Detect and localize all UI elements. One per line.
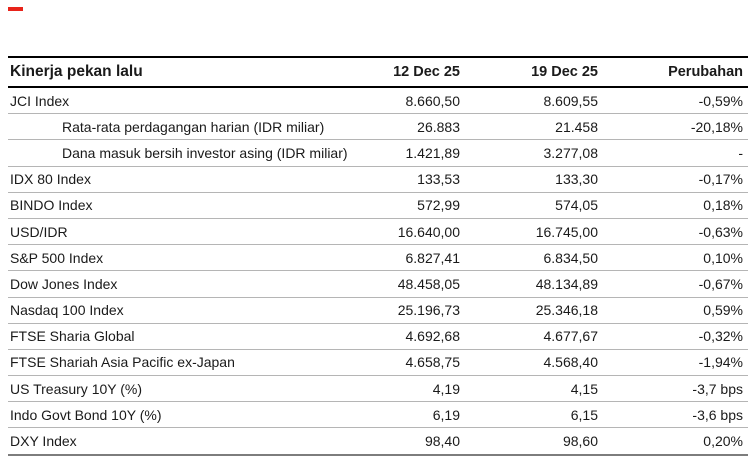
table-row: Dana masuk bersih investor asing (IDR mi… bbox=[8, 139, 748, 167]
table-row: DXY Index 98,40 98,60 0,20% bbox=[8, 427, 748, 456]
table-row: US Treasury 10Y (%) 4,19 4,15 -3,7 bps bbox=[8, 375, 748, 403]
row-value: 6.834,50 bbox=[460, 244, 598, 272]
row-value: 98,40 bbox=[368, 427, 460, 456]
row-value: 4.658,75 bbox=[368, 349, 460, 377]
row-value: 4.677,67 bbox=[460, 323, 598, 350]
row-change-value: - bbox=[598, 139, 748, 167]
table-title: Kinerja pekan lalu bbox=[8, 56, 368, 88]
table-row: Dow Jones Index 48.458,05 48.134,89 -0,67% bbox=[8, 270, 748, 298]
table-row: Indo Govt Bond 10Y (%) 6,19 6,15 -3,6 bps bbox=[8, 401, 748, 429]
row-label: FTSE Sharia Global bbox=[8, 323, 368, 350]
row-value: 6,15 bbox=[460, 401, 598, 429]
table-row: S&P 500 Index 6.827,41 6.834,50 0,10% bbox=[8, 244, 748, 272]
row-label: DXY Index bbox=[8, 427, 368, 456]
row-value: 133,53 bbox=[368, 166, 460, 193]
row-value: 48.458,05 bbox=[368, 270, 460, 298]
red-corner-marker bbox=[8, 7, 23, 11]
row-change-value: -3,7 bps bbox=[598, 375, 748, 403]
row-value: 133,30 bbox=[460, 166, 598, 193]
row-value: 21.458 bbox=[460, 113, 598, 141]
row-change-value: 0,20% bbox=[598, 427, 748, 456]
table-header-row: Kinerja pekan lalu 12 Dec 25 19 Dec 25 P… bbox=[8, 56, 748, 88]
row-value: 25.196,73 bbox=[368, 297, 460, 324]
table-row: FTSE Shariah Asia Pacific ex-Japan 4.658,… bbox=[8, 349, 748, 377]
row-value: 4,15 bbox=[460, 375, 598, 403]
row-label: USD/IDR bbox=[8, 218, 368, 246]
row-change-value: 0,18% bbox=[598, 192, 748, 219]
table-body: JCI Index 8.660,50 8.609,55 -0,59% Rata-rata… bbox=[8, 87, 748, 456]
row-label: Dow Jones Index bbox=[8, 270, 368, 298]
row-value: 48.134,89 bbox=[460, 270, 598, 298]
row-value: 26.883 bbox=[368, 113, 460, 141]
table-row: Nasdaq 100 Index 25.196,73 25.346,18 0,59% bbox=[8, 297, 748, 324]
row-change-value: -0,67% bbox=[598, 270, 748, 298]
row-value: 6,19 bbox=[368, 401, 460, 429]
row-label: IDX 80 Index bbox=[8, 166, 368, 193]
row-label: Rata-rata perdagangan harian (IDR miliar… bbox=[8, 113, 368, 141]
row-value: 25.346,18 bbox=[460, 297, 598, 324]
column-header-date-2: 19 Dec 25 bbox=[460, 56, 598, 88]
row-value: 572,99 bbox=[368, 192, 460, 219]
row-change-value: -0,59% bbox=[598, 87, 748, 115]
row-change-value: -3,6 bps bbox=[598, 401, 748, 429]
row-value: 98,60 bbox=[460, 427, 598, 456]
weekly-performance-table: Kinerja pekan lalu 12 Dec 25 19 Dec 25 P… bbox=[8, 56, 748, 456]
row-value: 8.660,50 bbox=[368, 87, 460, 115]
column-header-change: Perubahan bbox=[598, 56, 748, 88]
row-change-value: 0,10% bbox=[598, 244, 748, 272]
row-value: 6.827,41 bbox=[368, 244, 460, 272]
table-row: IDX 80 Index 133,53 133,30 -0,17% bbox=[8, 166, 748, 193]
row-change-value: 0,59% bbox=[598, 297, 748, 324]
row-label: S&P 500 Index bbox=[8, 244, 368, 272]
row-value: 8.609,55 bbox=[460, 87, 598, 115]
row-value: 4,19 bbox=[368, 375, 460, 403]
column-header-date-1: 12 Dec 25 bbox=[368, 56, 460, 88]
table-row: JCI Index 8.660,50 8.609,55 -0,59% bbox=[8, 87, 748, 115]
table-row: Rata-rata perdagangan harian (IDR miliar… bbox=[8, 113, 748, 141]
row-change-value: -20,18% bbox=[598, 113, 748, 141]
row-value: 3.277,08 bbox=[460, 139, 598, 167]
table-row: FTSE Sharia Global 4.692,68 4.677,67 -0,32% bbox=[8, 323, 748, 350]
table-row: USD/IDR 16.640,00 16.745,00 -0,63% bbox=[8, 218, 748, 246]
row-value: 4.692,68 bbox=[368, 323, 460, 350]
row-label: BINDO Index bbox=[8, 192, 368, 219]
row-label: Indo Govt Bond 10Y (%) bbox=[8, 401, 368, 429]
row-change-value: -0,17% bbox=[598, 166, 748, 193]
row-label: Nasdaq 100 Index bbox=[8, 297, 368, 324]
table-row: BINDO Index 572,99 574,05 0,18% bbox=[8, 192, 748, 219]
row-change-value: -1,94% bbox=[598, 349, 748, 377]
row-label: JCI Index bbox=[8, 87, 368, 115]
row-label: FTSE Shariah Asia Pacific ex-Japan bbox=[8, 349, 368, 377]
row-change-value: -0,32% bbox=[598, 323, 748, 350]
row-label: US Treasury 10Y (%) bbox=[8, 375, 368, 403]
row-value: 16.640,00 bbox=[368, 218, 460, 246]
row-change-value: -0,63% bbox=[598, 218, 748, 246]
row-value: 4.568,40 bbox=[460, 349, 598, 377]
row-value: 574,05 bbox=[460, 192, 598, 219]
row-value: 1.421,89 bbox=[368, 139, 460, 167]
row-label: Dana masuk bersih investor asing (IDR mi… bbox=[8, 139, 368, 167]
row-value: 16.745,00 bbox=[460, 218, 598, 246]
